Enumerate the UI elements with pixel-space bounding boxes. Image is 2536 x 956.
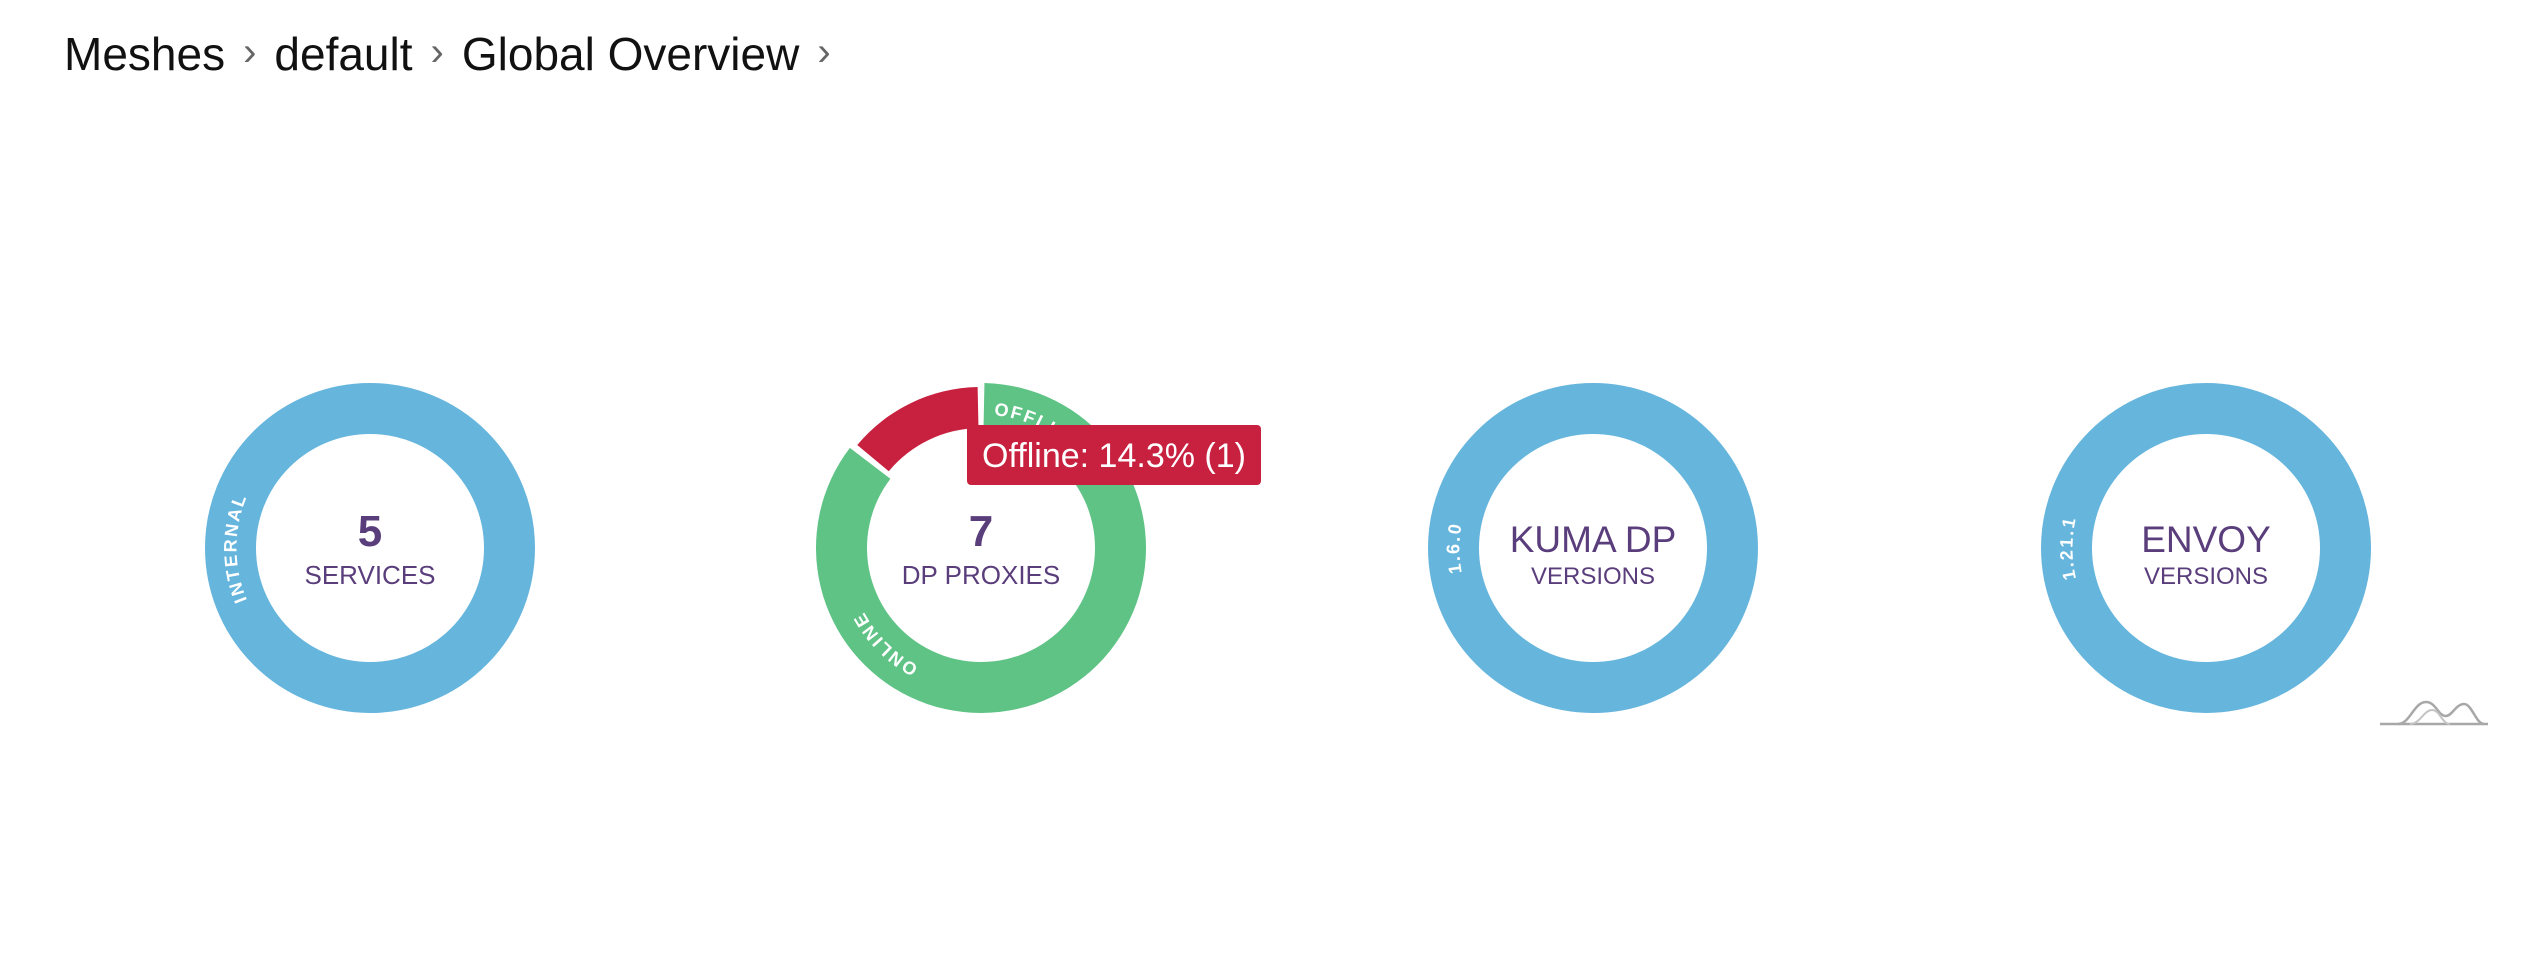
breadcrumb-item-global-overview[interactable]: Global Overview (461, 28, 800, 80)
donut-center-label: SERVICES (304, 560, 435, 590)
donut-center-title: ENVOY (2141, 519, 2271, 560)
kuma-dp-versions-donut-chart: 1.6.0 KUMA DP VERSIONS (1428, 383, 1758, 713)
breadcrumb-item-meshes[interactable]: Meshes (64, 28, 226, 80)
breadcrumb: Meshes › default › Global Overview › (64, 22, 831, 86)
breadcrumb-separator-icon: › (243, 29, 257, 74)
donut-center-subtitle: VERSIONS (2144, 563, 2268, 590)
donut-slice-1-21-1[interactable] (2041, 383, 2371, 713)
breadcrumb-separator-icon: › (817, 29, 831, 74)
donut-center-value: 5 (358, 507, 382, 556)
slice-tooltip: Offline: 14.3% (1) (967, 425, 1261, 485)
donut-center-label: DP PROXIES (902, 560, 1060, 590)
donut-center-value: 7 (969, 507, 993, 556)
donut-slice-1-6-0[interactable] (1428, 383, 1758, 713)
donut-slice-internal[interactable] (205, 383, 535, 713)
breadcrumb-separator-icon: › (430, 29, 444, 74)
slice-tooltip-text: Offline: 14.3% (1) (982, 437, 1246, 475)
donut-slice-offline[interactable] (857, 387, 979, 472)
donut-center-title: KUMA DP (1510, 519, 1677, 560)
donut-center-subtitle: VERSIONS (1531, 563, 1655, 590)
amcharts-logo-icon[interactable] (2380, 700, 2488, 726)
breadcrumb-item-mesh[interactable]: default (274, 28, 413, 80)
donut-slice-label-1-6-0: 1.6.0 (1444, 521, 1466, 575)
